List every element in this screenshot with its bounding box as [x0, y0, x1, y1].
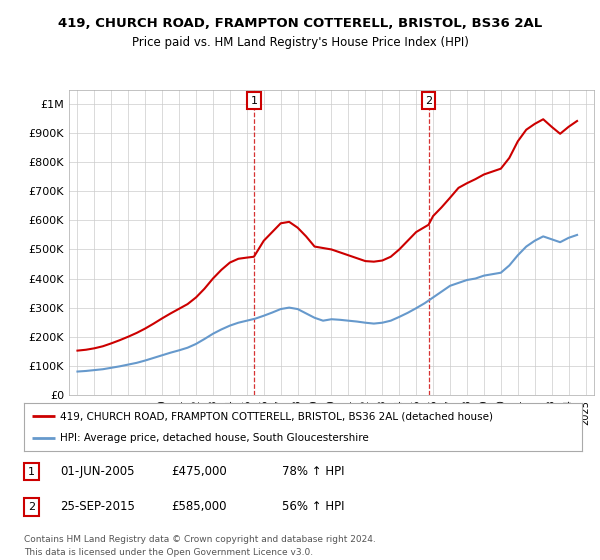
Text: 56% ↑ HPI: 56% ↑ HPI [282, 500, 344, 514]
Text: £585,000: £585,000 [171, 500, 227, 514]
Text: This data is licensed under the Open Government Licence v3.0.: This data is licensed under the Open Gov… [24, 548, 313, 557]
Text: Price paid vs. HM Land Registry's House Price Index (HPI): Price paid vs. HM Land Registry's House … [131, 36, 469, 49]
Text: 1: 1 [250, 96, 257, 106]
Text: 2: 2 [425, 96, 432, 106]
Text: 2: 2 [28, 502, 35, 512]
Text: 1: 1 [28, 466, 35, 477]
Text: HPI: Average price, detached house, South Gloucestershire: HPI: Average price, detached house, Sout… [60, 433, 369, 443]
Text: 25-SEP-2015: 25-SEP-2015 [60, 500, 135, 514]
Text: Contains HM Land Registry data © Crown copyright and database right 2024.: Contains HM Land Registry data © Crown c… [24, 535, 376, 544]
Text: 419, CHURCH ROAD, FRAMPTON COTTERELL, BRISTOL, BS36 2AL: 419, CHURCH ROAD, FRAMPTON COTTERELL, BR… [58, 17, 542, 30]
Text: 78% ↑ HPI: 78% ↑ HPI [282, 465, 344, 478]
Text: 01-JUN-2005: 01-JUN-2005 [60, 465, 134, 478]
Text: £475,000: £475,000 [171, 465, 227, 478]
Text: 419, CHURCH ROAD, FRAMPTON COTTERELL, BRISTOL, BS36 2AL (detached house): 419, CHURCH ROAD, FRAMPTON COTTERELL, BR… [60, 411, 493, 421]
